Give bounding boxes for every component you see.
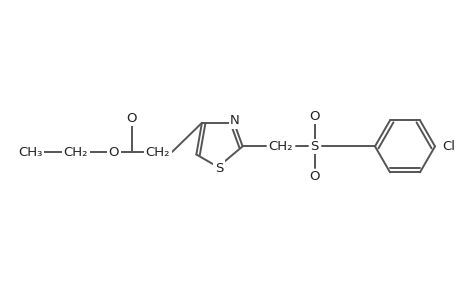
Text: O: O [309, 110, 319, 123]
Text: CH₃: CH₃ [18, 146, 42, 158]
Text: N: N [230, 114, 240, 127]
Text: O: O [108, 146, 119, 158]
Text: O: O [309, 170, 319, 183]
Text: S: S [214, 161, 223, 175]
Text: S: S [310, 140, 318, 153]
Text: CH₂: CH₂ [146, 146, 170, 158]
Text: CH₂: CH₂ [268, 140, 292, 153]
Text: Cl: Cl [442, 140, 454, 153]
Text: O: O [127, 112, 137, 124]
Text: CH₂: CH₂ [64, 146, 88, 158]
